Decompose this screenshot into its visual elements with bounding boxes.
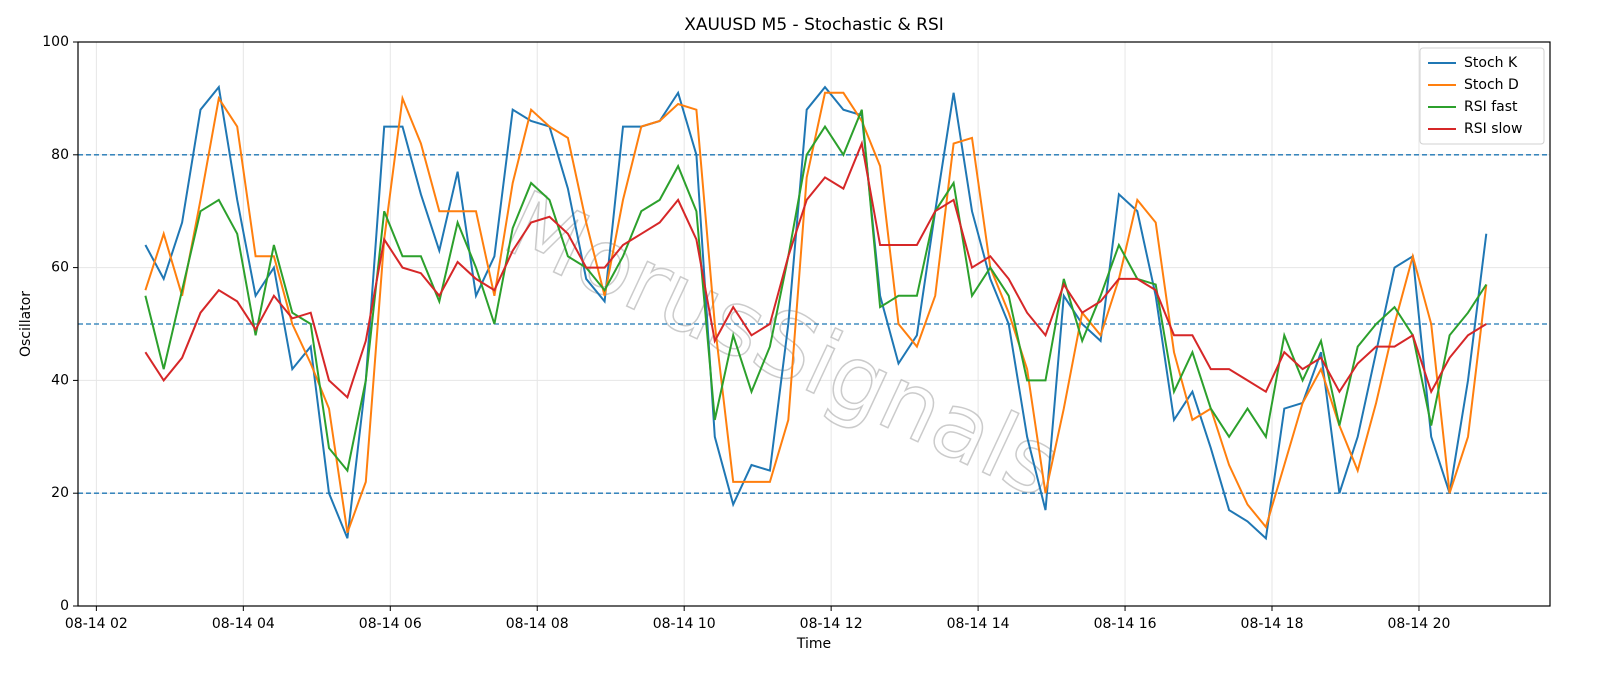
y-tick-label: 60	[51, 260, 69, 276]
y-tick-label: 80	[51, 147, 69, 163]
x-tick-label: 08-14 12	[800, 616, 863, 632]
legend-label: RSI slow	[1464, 121, 1522, 137]
x-tick-label: 08-14 14	[947, 616, 1010, 632]
legend-box	[1419, 47, 1545, 145]
x-tick-label: 08-14 20	[1387, 616, 1450, 632]
series-line	[144, 109, 1488, 473]
y-tick-label: 100	[42, 34, 69, 50]
y-tick-label: 40	[51, 372, 69, 388]
series-line	[144, 84, 1488, 541]
y-tick-label: 20	[51, 485, 69, 501]
y-tick-label: 0	[60, 598, 69, 614]
series-line	[144, 139, 1487, 400]
x-tick-label: 08-14 02	[65, 616, 128, 632]
plot-frame	[77, 41, 1551, 607]
x-tick-label: 08-14 16	[1094, 616, 1157, 632]
chart-title: XAUUSD M5 - Stochastic & RSI	[684, 15, 944, 35]
watermark: MorusSignals	[490, 171, 1075, 518]
x-tick-label: 08-14 06	[359, 616, 422, 632]
x-tick-label: 08-14 08	[506, 616, 569, 632]
x-axis-label: Time	[796, 636, 831, 652]
x-tick-label: 08-14 04	[212, 616, 275, 632]
legend-label: Stoch K	[1464, 55, 1518, 71]
series-line	[144, 91, 1488, 534]
x-tick-label: 08-14 18	[1241, 616, 1304, 632]
legend-label: RSI fast	[1464, 99, 1518, 115]
legend-label: Stoch D	[1464, 77, 1519, 93]
y-axis-label: Oscillator	[18, 291, 34, 357]
x-tick-label: 08-14 10	[653, 616, 716, 632]
